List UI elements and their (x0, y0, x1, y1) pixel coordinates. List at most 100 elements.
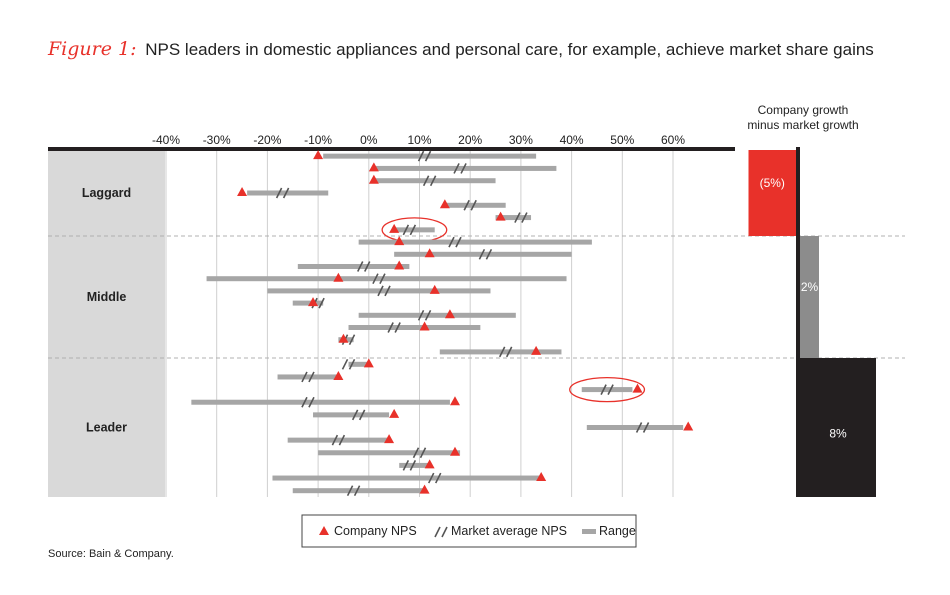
company-nps-marker (368, 162, 379, 172)
range-bar (358, 239, 592, 245)
company-nps-marker (333, 272, 344, 282)
range-bar (348, 325, 481, 330)
legend-range-label: Range (599, 524, 636, 538)
range-bar (373, 165, 557, 171)
range-bar (191, 399, 450, 405)
market-average-marker (402, 224, 417, 236)
range-bar (495, 215, 532, 221)
company-nps-marker (419, 321, 430, 331)
market-average-marker (377, 285, 391, 297)
figure-title-text: NPS leaders in domestic appliances and p… (145, 40, 874, 59)
market-average-marker (463, 199, 477, 211)
range-bar (394, 227, 435, 233)
range-bar (206, 276, 567, 282)
growth-value-label: 2% (801, 280, 819, 294)
market-average-marker (331, 434, 346, 446)
legend-company-nps-symbol (319, 526, 329, 535)
range-bar (272, 475, 542, 481)
market-average-marker (402, 460, 417, 471)
x-tick-label: -30% (203, 133, 231, 147)
range-bar (439, 349, 562, 355)
market-average-marker (346, 485, 361, 497)
market-average-marker (427, 472, 442, 484)
market-average-marker (635, 422, 650, 433)
x-tick-label: -10% (304, 133, 332, 147)
company-nps-marker (419, 484, 430, 494)
growth-bar (800, 358, 876, 497)
company-nps-marker (389, 223, 400, 233)
company-nps-marker (632, 383, 643, 393)
company-nps-marker (338, 333, 349, 343)
company-nps-marker (384, 434, 395, 444)
range-bar (394, 251, 572, 257)
range-bar (292, 488, 425, 494)
range-bar (323, 153, 537, 159)
company-nps-marker (536, 472, 547, 482)
legend-range-symbol (582, 529, 596, 534)
range-bar (399, 462, 430, 468)
company-nps-marker (368, 174, 379, 184)
company-nps-marker (495, 211, 506, 221)
company-nps-marker (394, 260, 405, 270)
company-nps-marker (333, 370, 344, 380)
company-nps-marker (429, 284, 440, 294)
market-average-marker (514, 212, 528, 223)
company-nps-marker (424, 248, 435, 258)
figure-label: Figure 1: (48, 38, 137, 60)
legend-market-average-symbol (434, 526, 448, 538)
market-average-marker (448, 236, 462, 248)
market-average-marker (341, 358, 356, 370)
range-bar (313, 412, 390, 418)
growth-bar (800, 236, 819, 358)
market-average-marker (417, 150, 432, 162)
range-bar (318, 450, 461, 456)
x-tick-label: 50% (610, 133, 634, 147)
legend-box (301, 514, 637, 548)
range-bar (287, 437, 390, 443)
growth-chart-title: Company growth (758, 103, 849, 117)
x-tick-label: 10% (407, 133, 431, 147)
company-nps-marker (449, 446, 460, 456)
company-nps-marker (444, 309, 455, 319)
market-average-marker (357, 261, 371, 272)
top-axis-bar (48, 147, 735, 151)
range-bar (444, 202, 506, 208)
x-tick-label: 0% (360, 133, 378, 147)
x-tick-label: 60% (661, 133, 685, 147)
company-nps-marker (394, 236, 405, 246)
range-bar (373, 178, 496, 184)
market-average-marker (372, 273, 386, 285)
company-nps-marker (313, 150, 324, 160)
company-nps-marker (389, 408, 400, 418)
range-bar (358, 312, 516, 318)
market-average-marker (301, 396, 315, 408)
market-average-marker (600, 384, 614, 395)
figure-title: Figure 1: NPS leaders in domestic applia… (48, 38, 928, 60)
group-label: Leader (86, 421, 127, 435)
growth-axis (796, 147, 800, 497)
company-nps-marker (363, 358, 374, 368)
range-bar (267, 288, 491, 294)
market-average-marker (275, 187, 290, 199)
range-bar (277, 374, 339, 380)
x-tick-label: 40% (560, 133, 584, 147)
range-bar (348, 361, 369, 367)
company-nps-marker (531, 345, 542, 355)
x-tick-label: 20% (458, 133, 482, 147)
highlight-circle (569, 376, 646, 403)
growth-chart-title: minus market growth (747, 118, 858, 132)
x-tick-label: -20% (253, 133, 281, 147)
growth-value-label: (5%) (760, 176, 785, 190)
market-average-marker (351, 409, 366, 421)
range-bar (292, 300, 324, 306)
company-nps-marker (308, 297, 319, 307)
company-nps-marker (683, 421, 694, 431)
x-tick-label: 30% (509, 133, 533, 147)
source-note: Source: Bain & Company. (48, 548, 174, 560)
group-label-panel (48, 150, 165, 497)
market-average-marker (417, 309, 432, 321)
market-average-marker (422, 175, 437, 187)
growth-value-label: 8% (829, 427, 847, 441)
legend-market-average-label: Market average NPS (451, 524, 567, 538)
